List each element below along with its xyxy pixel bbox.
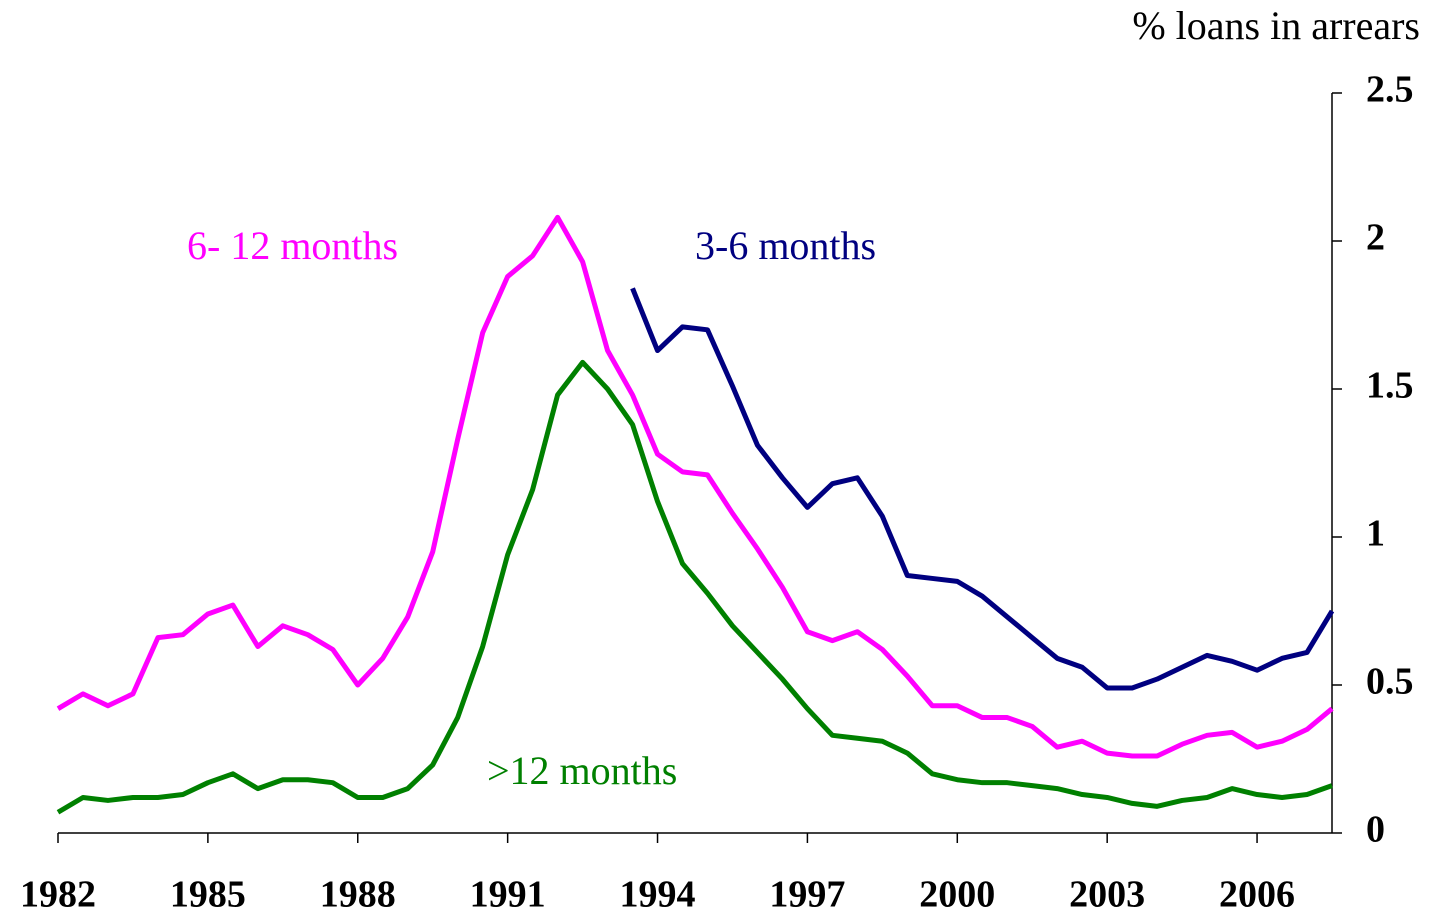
y-tick-label: 1.5 bbox=[1366, 365, 1414, 407]
series-line bbox=[630, 287, 1335, 691]
series-label: 3-6 months bbox=[695, 223, 876, 268]
y-tick-label: 2.5 bbox=[1366, 69, 1414, 111]
series-label: >12 months bbox=[487, 748, 677, 793]
x-tick-label: 2003 bbox=[1069, 874, 1145, 916]
x-tick-label: 1985 bbox=[170, 874, 246, 916]
y-tick-label: 0.5 bbox=[1366, 661, 1414, 703]
x-tick-label: 2000 bbox=[919, 874, 995, 916]
y-tick-label: 0 bbox=[1366, 809, 1385, 851]
x-tick-label: 1991 bbox=[470, 874, 546, 916]
y-tick-label: 1 bbox=[1366, 513, 1385, 555]
x-tick-label: 2006 bbox=[1219, 874, 1295, 916]
y-axis-label: % loans in arrears bbox=[1132, 3, 1420, 48]
x-tick-label: 1997 bbox=[769, 874, 845, 916]
x-tick-label: 1982 bbox=[20, 874, 96, 916]
x-tick-label: 1988 bbox=[320, 874, 396, 916]
series-line bbox=[56, 359, 1333, 815]
x-tick-label: 1994 bbox=[620, 874, 696, 916]
y-tick-label: 2 bbox=[1366, 217, 1385, 259]
series-line bbox=[56, 214, 1334, 759]
series-label: 6- 12 months bbox=[187, 223, 398, 268]
